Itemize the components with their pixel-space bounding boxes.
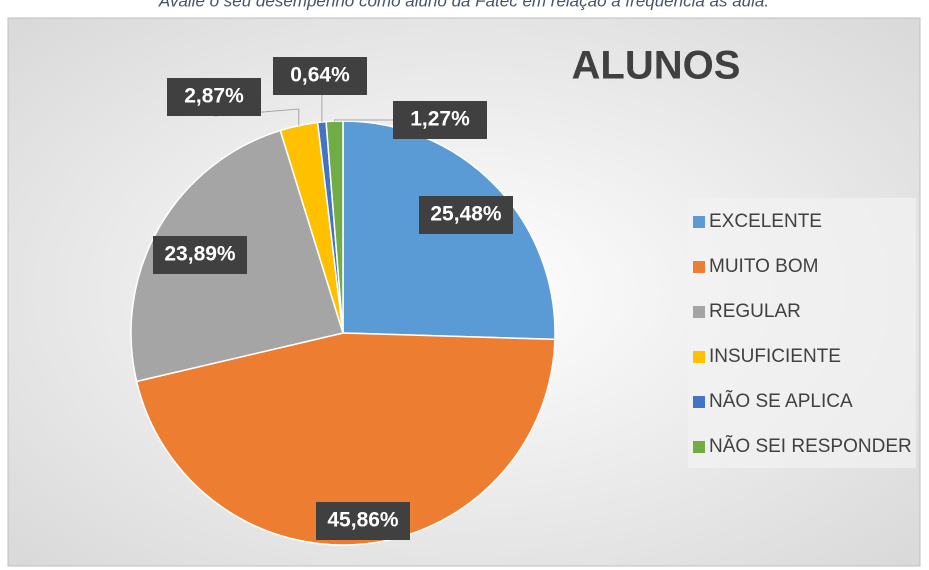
legend-swatch	[693, 441, 705, 453]
data-label-box	[167, 78, 261, 116]
legend-label: MUITO BOM	[709, 256, 818, 277]
legend-swatch	[693, 396, 705, 408]
data-label: 1,27%	[410, 108, 470, 131]
legend-swatch	[693, 306, 705, 318]
data-label: 45,86%	[327, 509, 399, 532]
data-label: 25,48%	[430, 203, 502, 226]
legend-label: REGULAR	[709, 301, 801, 322]
data-label-box	[273, 57, 367, 95]
legend-label: INSUFICIENTE	[709, 346, 841, 367]
legend-swatch	[693, 216, 705, 228]
pie-slice	[135, 332, 556, 546]
data-label-box	[393, 101, 487, 139]
legend-box	[688, 198, 916, 468]
chart-subtitle: Avalie o seu desempenho como aluno da Fa…	[158, 0, 769, 10]
data-label: 0,64%	[290, 64, 350, 87]
data-label: 23,89%	[164, 243, 236, 266]
data-label: 2,87%	[184, 85, 244, 108]
legend-label: NÃO SEI RESPONDER	[709, 435, 912, 457]
legend-label: NÃO SE APLICA	[709, 390, 853, 412]
data-label-box	[153, 236, 247, 274]
leader-line	[334, 119, 393, 122]
chart-title: ALUNOS	[572, 44, 741, 88]
legend-swatch	[693, 261, 705, 273]
data-label-box	[419, 196, 513, 234]
data-label-box	[316, 502, 410, 540]
legend-swatch	[693, 351, 705, 363]
legend-label: EXCELENTE	[709, 211, 822, 232]
